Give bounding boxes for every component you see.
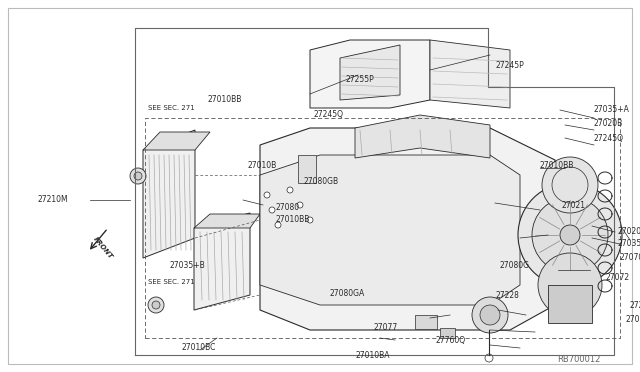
Text: 27021: 27021 xyxy=(562,201,586,209)
Polygon shape xyxy=(194,214,260,228)
Text: 27080GB: 27080GB xyxy=(304,177,339,186)
Text: 27245P: 27245P xyxy=(495,61,524,70)
Circle shape xyxy=(130,168,146,184)
Text: 27077: 27077 xyxy=(374,324,398,333)
Circle shape xyxy=(264,192,270,198)
Polygon shape xyxy=(194,213,250,310)
Circle shape xyxy=(518,183,622,287)
Bar xyxy=(298,155,316,183)
Polygon shape xyxy=(430,40,510,108)
Circle shape xyxy=(134,172,142,180)
Text: 27070: 27070 xyxy=(619,253,640,263)
Bar xyxy=(548,285,592,323)
Text: 27010BA: 27010BA xyxy=(355,350,390,359)
Text: 27080G: 27080G xyxy=(500,260,530,269)
Bar xyxy=(440,328,455,338)
Circle shape xyxy=(297,202,303,208)
Polygon shape xyxy=(260,128,555,330)
Text: 27010BB: 27010BB xyxy=(540,160,574,170)
Polygon shape xyxy=(340,45,400,100)
Polygon shape xyxy=(310,40,430,108)
Text: 27245Q: 27245Q xyxy=(313,110,343,119)
Polygon shape xyxy=(355,115,490,158)
Text: RB700012: RB700012 xyxy=(557,356,600,365)
Circle shape xyxy=(269,207,275,213)
Circle shape xyxy=(542,157,598,213)
Circle shape xyxy=(485,354,493,362)
Circle shape xyxy=(538,253,602,317)
Text: SEE SEC. 271: SEE SEC. 271 xyxy=(148,279,195,285)
Text: 27010BB: 27010BB xyxy=(625,315,640,324)
Text: 27245Q: 27245Q xyxy=(594,134,624,142)
Text: 27035+B: 27035+B xyxy=(170,260,205,269)
Text: 27255P: 27255P xyxy=(346,74,375,83)
Text: 27035: 27035 xyxy=(618,240,640,248)
Circle shape xyxy=(480,305,500,325)
Text: SEE SEC. 271: SEE SEC. 271 xyxy=(148,105,195,111)
Text: 27020BA: 27020BA xyxy=(617,227,640,235)
Polygon shape xyxy=(143,130,195,258)
Circle shape xyxy=(152,301,160,309)
Polygon shape xyxy=(260,155,520,305)
Text: 27760Q: 27760Q xyxy=(435,336,465,344)
Circle shape xyxy=(287,187,293,193)
Text: 27072: 27072 xyxy=(606,273,630,282)
Text: 27080: 27080 xyxy=(275,203,299,212)
Circle shape xyxy=(560,225,580,245)
Circle shape xyxy=(307,217,313,223)
Circle shape xyxy=(532,197,608,273)
Circle shape xyxy=(148,297,164,313)
Text: 27035+A: 27035+A xyxy=(594,106,630,115)
Text: 27020B: 27020B xyxy=(594,119,623,128)
Text: 27228: 27228 xyxy=(495,291,519,299)
Text: 27010BB: 27010BB xyxy=(275,215,309,224)
Text: 27205: 27205 xyxy=(630,301,640,310)
Text: 27010BB: 27010BB xyxy=(208,96,243,105)
Circle shape xyxy=(472,297,508,333)
Polygon shape xyxy=(143,132,210,150)
Text: 27010B: 27010B xyxy=(248,160,277,170)
Circle shape xyxy=(275,222,281,228)
Bar xyxy=(415,315,437,329)
Text: 27210M: 27210M xyxy=(38,196,68,205)
Text: 27080GA: 27080GA xyxy=(330,289,365,298)
Text: 27010BC: 27010BC xyxy=(181,343,216,353)
Text: FRONT: FRONT xyxy=(92,236,114,260)
